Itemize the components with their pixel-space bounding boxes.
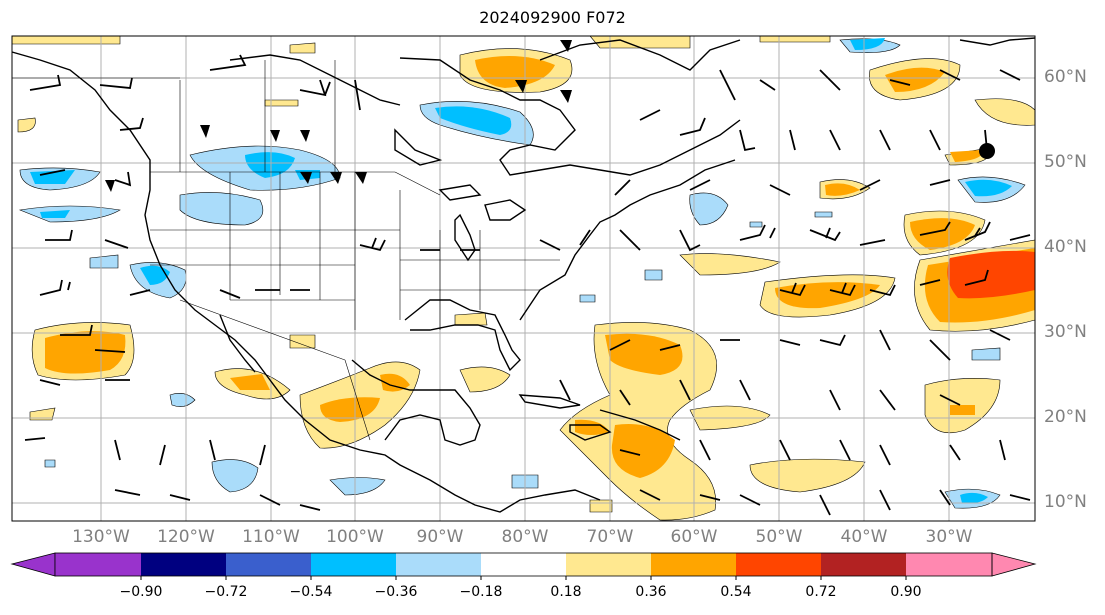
- colorbar-tick-label: −0.90: [119, 584, 163, 600]
- lat-label: 60°N: [1044, 67, 1087, 87]
- lon-label: 90°W: [416, 527, 464, 547]
- lon-label: 100°W: [326, 527, 384, 547]
- map-plot: [11, 35, 1036, 522]
- lon-label: 80°W: [501, 527, 549, 547]
- map-title: 2024092900 F072: [479, 8, 626, 27]
- lat-label: 50°N: [1044, 152, 1087, 172]
- lon-label: 110°W: [242, 527, 300, 547]
- colorbar-tick-label: 0.72: [805, 584, 837, 600]
- colorbar-tick-label: 0.54: [720, 584, 752, 600]
- lat-label: 30°N: [1044, 322, 1087, 342]
- colorbar-segment: [311, 553, 396, 576]
- strong-positive-shading: [947, 250, 1035, 299]
- colorbar-segment: [55, 553, 141, 576]
- lat-label: 40°N: [1044, 237, 1087, 257]
- lon-label: 70°W: [586, 527, 634, 547]
- position-marker: [979, 143, 995, 159]
- wind-barb-flags: [105, 40, 572, 192]
- lat-label: 20°N: [1044, 407, 1087, 427]
- colorbar-tick-label: 0.90: [890, 584, 922, 600]
- colorbar-tick-label: −0.18: [459, 584, 503, 600]
- lon-label: 40°W: [840, 527, 888, 547]
- colorbar-segment: [906, 553, 992, 576]
- colorbar-tick-label: −0.72: [204, 584, 248, 600]
- lon-label: 50°W: [755, 527, 803, 547]
- colorbar-segment: [651, 553, 736, 576]
- colorbar-segment: [736, 553, 821, 576]
- political-borders: [12, 60, 560, 441]
- lon-label: 130°W: [72, 527, 130, 547]
- colorbar-tick-label: −0.36: [374, 584, 418, 600]
- colorbar-segment: [226, 553, 311, 576]
- lon-label: 30°W: [925, 527, 973, 547]
- colorbar: [10, 552, 1037, 580]
- colorbar-tick-label: −0.54: [289, 584, 333, 600]
- colorbar-high-extension: [991, 552, 1037, 577]
- wind-barbs: [24, 54, 1031, 516]
- colorbar-tick-label: 0.18: [550, 584, 582, 600]
- colorbar-low-extension: [10, 552, 56, 577]
- moderate-negative-shading: [30, 38, 1012, 504]
- colorbar-segment: [566, 553, 651, 576]
- lat-label: 10°N: [1044, 492, 1087, 512]
- colorbar-segment: [821, 553, 906, 576]
- colorbar-segment: [481, 553, 566, 576]
- coastlines: [11, 37, 1036, 513]
- lon-label: 60°W: [670, 527, 718, 547]
- colorbar-segment: [396, 553, 481, 576]
- colorbar-tick-label: 0.36: [635, 584, 667, 600]
- lon-label: 120°W: [157, 527, 215, 547]
- colorbar-segment: [141, 553, 226, 576]
